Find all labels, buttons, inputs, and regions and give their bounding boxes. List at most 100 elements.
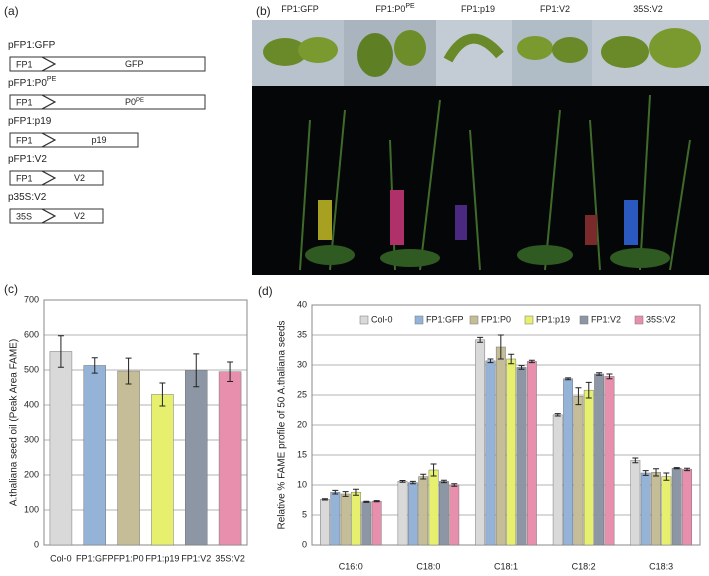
y-tick-label: 25	[297, 389, 307, 399]
bar	[185, 370, 208, 546]
bar	[49, 351, 73, 546]
error-bar	[653, 468, 660, 477]
construct-name: pFP1:P0PE	[8, 76, 57, 89]
error-bar	[596, 372, 603, 376]
panel-label: (c)	[4, 282, 18, 296]
bar	[552, 414, 563, 546]
bar	[218, 371, 242, 546]
x-tick-label: FP1:P0	[114, 553, 144, 563]
gene-main: P0	[125, 97, 136, 107]
plot-frame	[311, 304, 701, 546]
error-bar	[420, 473, 427, 480]
bar	[671, 467, 682, 546]
gene-label: p19	[92, 135, 107, 145]
y-tick-label: 30	[297, 359, 307, 369]
bar	[583, 389, 594, 546]
photo-label: FP1:p19	[461, 4, 495, 14]
promoter-label: FP1	[16, 135, 33, 145]
bar	[340, 493, 351, 546]
photo-label-main: FP1:P0	[375, 4, 405, 14]
photo-label-main: FP1:GFP	[281, 4, 319, 14]
bar	[661, 476, 672, 546]
error-bar	[91, 357, 98, 374]
gene-sup: PE	[136, 98, 144, 104]
y-tick-label: 20	[297, 419, 307, 429]
gene-label: V2	[74, 173, 85, 183]
legend-label: FP1:P0	[481, 314, 511, 324]
y-tick-label: 10	[297, 479, 307, 489]
panel-label: (b)	[256, 4, 271, 18]
promoter-label: FP1	[16, 173, 33, 183]
bar	[495, 346, 506, 546]
bar	[438, 481, 449, 546]
bar	[485, 360, 496, 546]
legend-swatch	[359, 315, 369, 325]
error-bar	[684, 467, 691, 472]
error-bar	[321, 498, 328, 501]
error-bar	[399, 480, 406, 483]
bar	[407, 482, 418, 546]
bar	[151, 394, 174, 546]
gene-label: P0PE	[125, 97, 144, 107]
y-tick-label: 700	[24, 294, 39, 304]
gene-box	[41, 94, 206, 110]
error-bar	[575, 387, 582, 406]
legend-swatch	[524, 315, 534, 325]
bar	[594, 373, 605, 546]
bar	[83, 365, 106, 546]
gene-box	[41, 132, 139, 148]
construct-name: pFP1:GFP	[8, 40, 56, 51]
x-tick-label: C18:2	[572, 561, 596, 571]
error-bar	[554, 413, 561, 417]
promoter-label: FP1	[16, 97, 33, 107]
legend-label: FP1:p19	[536, 314, 570, 324]
bar	[475, 339, 486, 546]
bar	[361, 501, 372, 546]
bar	[418, 476, 429, 546]
photo-label-main: FP1:V2	[540, 4, 570, 14]
error-bar	[585, 381, 592, 399]
bar	[630, 460, 641, 546]
error-bar	[565, 377, 572, 381]
construct-name-sup: PE	[47, 76, 57, 83]
bar	[330, 491, 341, 546]
gene-main: GFP	[125, 59, 144, 69]
error-bar	[342, 491, 349, 497]
y-tick-label: 600	[24, 329, 39, 339]
y-axis-label: A.thaliana seed oil (Peak Area FAME)	[9, 339, 20, 506]
bar	[682, 469, 692, 546]
panel-label: (d)	[258, 284, 273, 298]
gene-main: V2	[74, 173, 85, 183]
bar	[516, 367, 527, 546]
y-tick-label: 300	[24, 434, 39, 444]
promoter-label: 35S	[16, 211, 32, 221]
x-tick-label: Col-0	[50, 553, 72, 563]
photo-label: FP1:V2	[540, 4, 570, 14]
bar	[428, 469, 439, 546]
error-bar	[487, 358, 494, 364]
legend-swatch	[634, 315, 644, 325]
y-tick-label: 500	[24, 364, 39, 374]
construct-name: pFP1:p19	[8, 116, 52, 127]
bar	[640, 472, 651, 546]
y-tick-label: 100	[24, 504, 39, 514]
gene-label: GFP	[125, 59, 144, 69]
legend-label: Col-0	[371, 314, 393, 324]
y-tick-label: 0	[34, 539, 39, 549]
error-bar	[57, 335, 64, 368]
bar	[526, 361, 537, 546]
y-tick-label: 40	[297, 299, 307, 309]
y-tick-label: 0	[302, 539, 307, 549]
bar	[351, 491, 361, 546]
x-tick-label: FP1:GFP	[76, 553, 114, 563]
gene-box	[41, 170, 104, 186]
y-tick-label: 200	[24, 469, 39, 479]
legend-label: FP1:GFP	[426, 314, 464, 324]
error-bar	[663, 472, 670, 481]
bar	[604, 376, 615, 546]
construct-name-main: pFP1:p19	[8, 116, 52, 127]
error-bar	[632, 457, 639, 464]
photo-label: FP1:GFP	[281, 4, 319, 14]
x-tick-label: FP1:p19	[145, 553, 179, 563]
